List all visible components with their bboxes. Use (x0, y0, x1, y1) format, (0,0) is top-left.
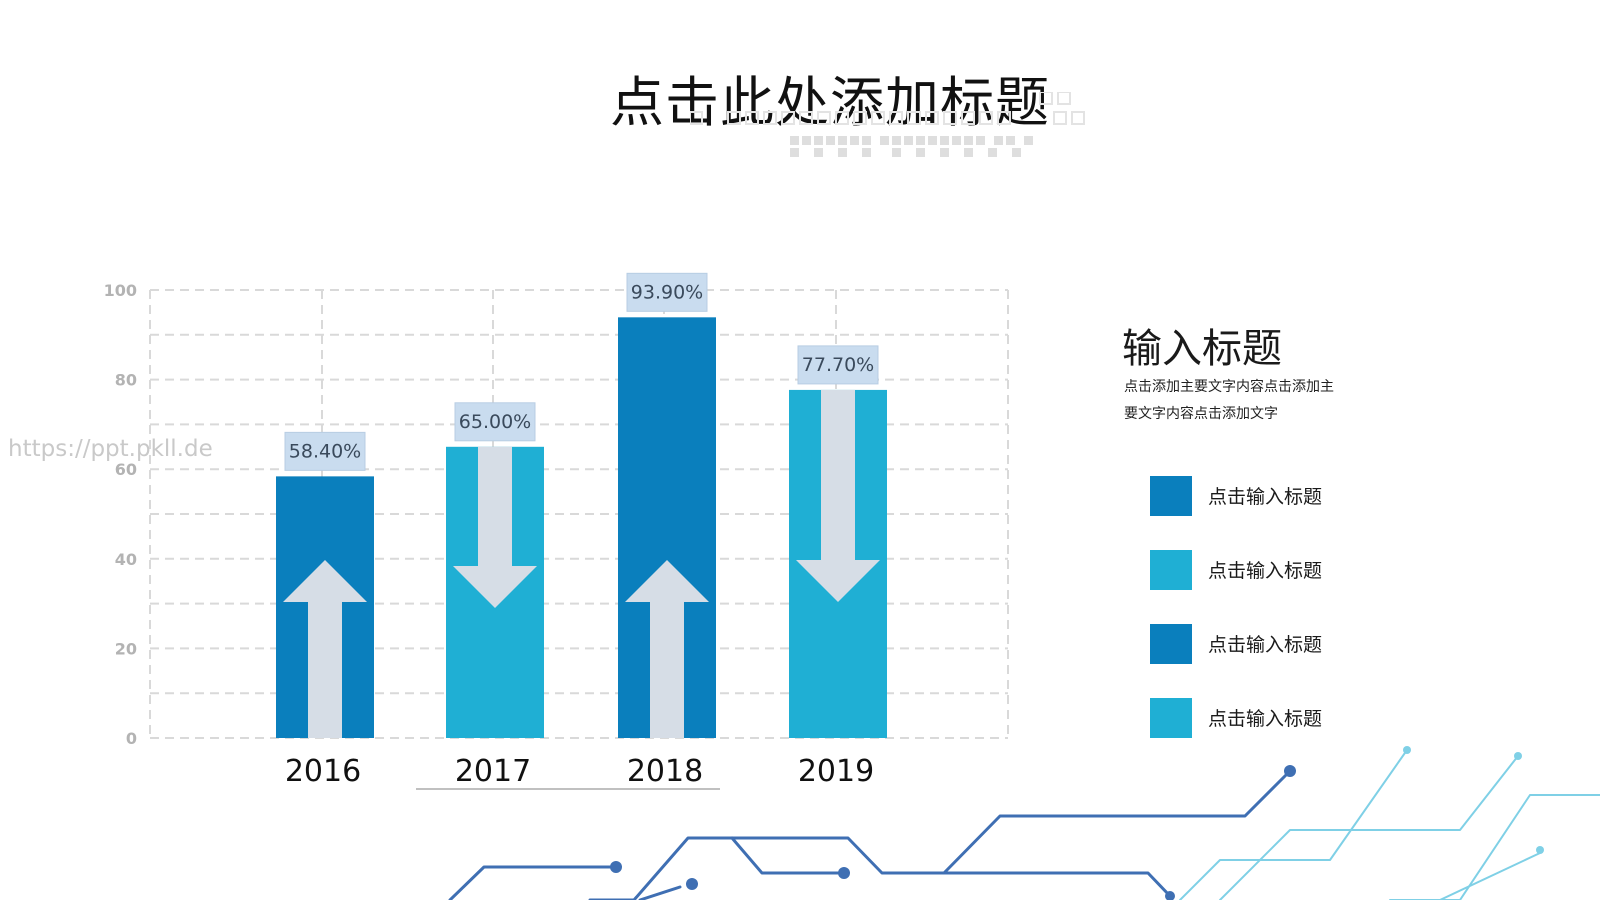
bar-chart: 0 20 40 60 80 100 58.40% 2016 65.00% 2017 93.90% 20… (104, 272, 1009, 790)
side-panel-description-line: 点击添加主要文字内容点击添加主 (1124, 379, 1334, 395)
side-panel-description: 点击添加主要文字内容点击添加主 要文字内容点击添加文字 (1124, 374, 1364, 428)
side-panel-title: 输入标题 (1122, 326, 1282, 372)
x-category-label: 2017 (455, 754, 531, 789)
data-label-box (626, 272, 708, 312)
y-tick-label: 0 (126, 729, 137, 748)
data-label-box (797, 345, 879, 385)
y-tick-label: 60 (115, 460, 137, 479)
title-decoration (690, 92, 1085, 157)
data-label-box (284, 431, 366, 471)
data-label-box (454, 402, 536, 442)
chart-labels: 0 20 40 60 80 100 58.40% 2016 65.00% 2017 93.90% 20… (104, 272, 879, 790)
y-tick-label: 20 (115, 639, 137, 658)
legend-swatch (1150, 476, 1192, 516)
legend-swatch (1150, 550, 1192, 590)
legend-label: 点击输入标题 (1208, 486, 1323, 508)
legend-swatch (1150, 624, 1192, 664)
legend-swatch (1150, 698, 1192, 738)
legend-label: 点击输入标题 (1208, 560, 1323, 582)
x-category-label: 2018 (627, 754, 703, 789)
data-label: 77.70% (802, 354, 874, 376)
legend-label: 点击输入标题 (1208, 708, 1323, 730)
legend-label: 点击输入标题 (1208, 634, 1323, 656)
y-tick-label: 40 (115, 550, 137, 569)
data-label: 58.40% (289, 440, 361, 462)
data-label: 93.90% (631, 281, 703, 303)
bar-arrow (796, 389, 880, 602)
side-panel-description-line: 要文字内容点击添加文字 (1124, 406, 1278, 422)
bar-arrow (625, 560, 709, 738)
bar-arrow (453, 446, 537, 608)
data-label: 65.00% (459, 411, 531, 433)
x-category-label: 2016 (285, 754, 361, 789)
bar-arrow (283, 560, 367, 738)
chart-bars (276, 317, 887, 738)
x-category-label: 2019 (798, 754, 874, 789)
watermark-text: https://ppt.pkll.de (8, 436, 213, 462)
y-tick-label: 100 (104, 281, 137, 300)
y-tick-label: 80 (115, 371, 137, 390)
